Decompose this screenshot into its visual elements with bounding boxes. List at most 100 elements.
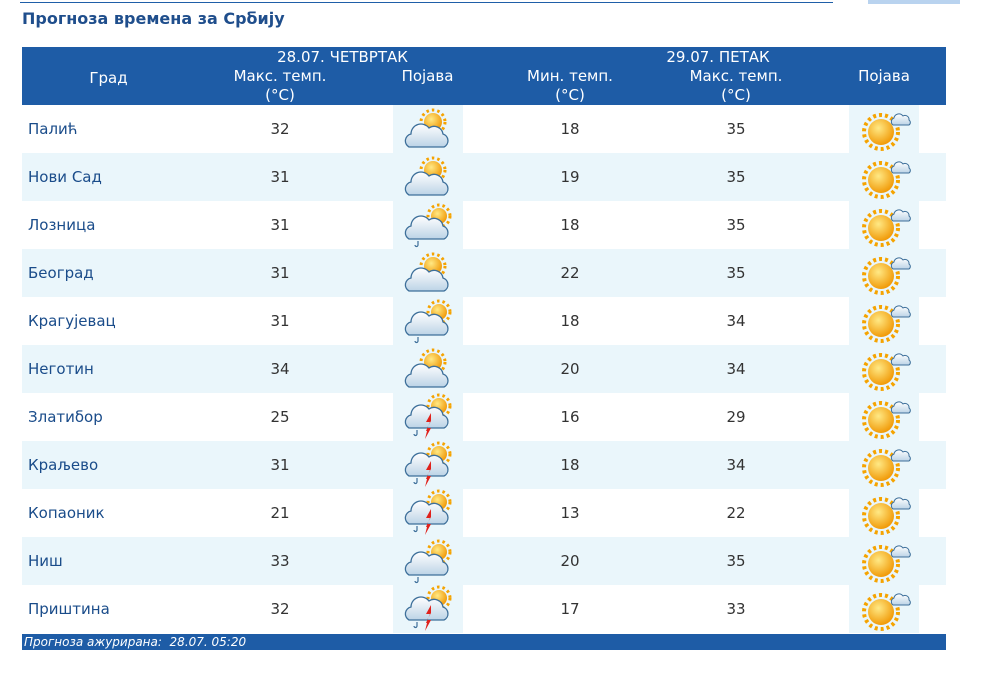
max-temp: 34 <box>195 345 365 393</box>
column-header: Мин. темп. (°C) <box>490 67 650 105</box>
weather-icon <box>849 489 919 537</box>
icon-cell <box>365 297 490 345</box>
max-temp: 33 <box>195 537 365 585</box>
weather-icon <box>393 249 463 297</box>
max-temp: 31 <box>195 441 365 489</box>
column-header: Појава <box>822 67 946 105</box>
footer-bar: Прогноза ажурирана: 28.07. 05:20 <box>22 634 946 650</box>
max-temp: 35 <box>726 120 746 138</box>
icon-cell <box>822 201 946 249</box>
column-header: Макс. темп. (°C) <box>195 67 365 105</box>
weather-icon <box>393 105 463 153</box>
row: Краљево 31 18 34 <box>22 441 946 489</box>
min-temp: 16 <box>560 408 580 426</box>
icon-cell <box>365 537 490 585</box>
icon-cell <box>822 153 946 201</box>
icon-cell <box>365 345 490 393</box>
group-row: Град 28.07. ЧЕТВРТАК 29.07. ПЕТАК <box>22 47 946 105</box>
weather-icon <box>849 441 919 489</box>
icon-cell <box>822 585 946 633</box>
min-temp: 20 <box>490 537 650 585</box>
min-temp: 17 <box>560 600 580 618</box>
icon-cell <box>365 441 490 489</box>
row: Лозница 31 18 35 <box>22 201 946 249</box>
weather-icon <box>849 105 919 153</box>
row: Приштина 32 17 33 <box>22 585 946 633</box>
icon-cell <box>822 441 946 489</box>
max-temp: 35 <box>650 249 822 297</box>
min-temp: 13 <box>560 504 580 522</box>
icon-cell <box>365 201 490 249</box>
city: Београд <box>22 249 195 297</box>
weather-icon <box>393 489 463 537</box>
max-temp: 31 <box>195 249 365 297</box>
weather-icon <box>849 345 919 393</box>
city: Копаоник <box>28 504 105 522</box>
min-temp: 20 <box>490 345 650 393</box>
max-temp: 34 <box>726 312 746 330</box>
max-temp: 35 <box>650 537 822 585</box>
icon-cell <box>822 537 946 585</box>
max-temp: 34 <box>650 345 822 393</box>
min-temp: 18 <box>560 216 580 234</box>
weather-icon <box>393 153 463 201</box>
max-temp: 31 <box>270 216 290 234</box>
icon-cell <box>822 297 946 345</box>
group-header: 28.07. ЧЕТВРТАК <box>195 47 490 67</box>
weather-icon <box>393 201 463 249</box>
weather-icon <box>849 153 919 201</box>
icon-cell <box>365 393 490 441</box>
weather-icon <box>393 297 463 345</box>
group-header: 29.07. ПЕТАК <box>490 47 946 67</box>
update-note: Прогноза ажурирана: 28.07. 05:20 <box>24 635 247 649</box>
icon-cell <box>365 249 490 297</box>
city: Крагујевац <box>28 312 116 330</box>
weather-icon <box>393 537 463 585</box>
icon-cell <box>365 153 490 201</box>
column-header: Град <box>22 47 195 105</box>
weather-icon <box>849 201 919 249</box>
max-temp: 34 <box>650 441 822 489</box>
city: Палић <box>28 120 78 138</box>
city: Приштина <box>28 600 110 618</box>
banner-edge <box>868 0 960 4</box>
row: Ниш 33 20 35 <box>22 537 946 585</box>
max-temp: 25 <box>270 408 290 426</box>
icon-cell <box>822 249 946 297</box>
weather-icon <box>849 297 919 345</box>
top-rule <box>20 2 833 3</box>
row: Копаоник 21 13 22 <box>22 489 946 537</box>
weather-icon <box>849 393 919 441</box>
row: Златибор 25 16 29 <box>22 393 946 441</box>
row: Палић 32 18 35 <box>22 105 946 153</box>
table-head: Град 28.07. ЧЕТВРТАК 29.07. ПЕТАК Макс. … <box>22 47 946 105</box>
icon-cell <box>365 105 490 153</box>
icon-cell <box>822 393 946 441</box>
weather-icon <box>393 393 463 441</box>
icon-cell <box>822 105 946 153</box>
max-temp: 35 <box>650 153 822 201</box>
weather-icon <box>849 585 919 633</box>
column-header: Појава <box>365 67 490 105</box>
max-temp: 32 <box>270 120 290 138</box>
min-temp: 19 <box>490 153 650 201</box>
icon-cell <box>365 489 490 537</box>
forecast-table: Град 28.07. ЧЕТВРТАК 29.07. ПЕТАК Макс. … <box>22 47 946 633</box>
min-temp: 18 <box>560 120 580 138</box>
max-temp: 31 <box>195 153 365 201</box>
weather-icon <box>393 441 463 489</box>
min-temp: 22 <box>490 249 650 297</box>
row: Нови Сад 31 19 35 <box>22 153 946 201</box>
row: Београд 31 22 35 <box>22 249 946 297</box>
icon-cell <box>822 489 946 537</box>
min-temp: 18 <box>490 441 650 489</box>
max-temp: 35 <box>726 216 746 234</box>
min-temp: 18 <box>560 312 580 330</box>
city: Лозница <box>28 216 96 234</box>
city: Нови Сад <box>22 153 195 201</box>
max-temp: 31 <box>270 312 290 330</box>
row: Крагујевац 31 18 34 <box>22 297 946 345</box>
icon-cell <box>822 345 946 393</box>
